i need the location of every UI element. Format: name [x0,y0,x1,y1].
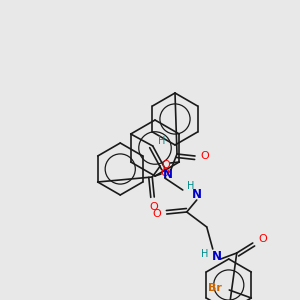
Text: O: O [201,151,209,161]
Text: O: O [160,168,169,178]
Text: O: O [150,202,159,212]
Text: N: N [163,169,173,182]
Text: H: H [201,249,208,259]
Text: N: N [192,188,202,202]
Text: O: O [162,160,171,170]
Text: O: O [258,234,267,244]
Text: H: H [158,136,165,146]
Text: Br: Br [208,283,222,293]
Text: N: N [212,250,222,263]
Text: H: H [187,181,194,191]
Text: O: O [152,209,161,219]
